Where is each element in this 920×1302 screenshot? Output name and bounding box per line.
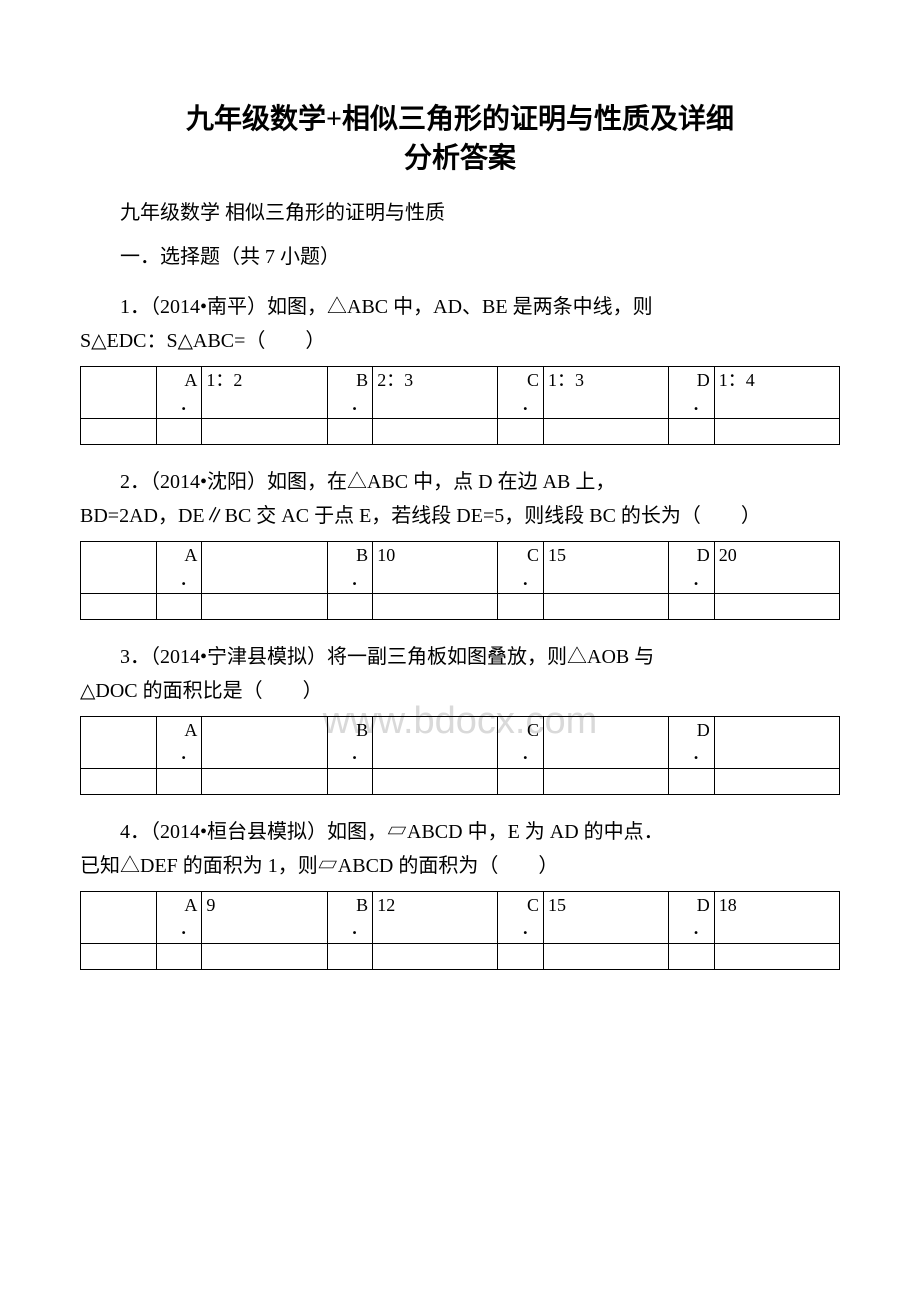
question-3-options: A． B． C． D． <box>80 716 840 795</box>
option-c-value: 15 <box>543 891 668 943</box>
question-4-line1: 4．（2014•桓台县模拟）如图，▱ABCD 中，E 为 AD 的中点． <box>80 815 840 849</box>
option-b-value: 10 <box>373 542 498 594</box>
question-3: 3．（2014•宁津县模拟）将一副三角板如图叠放，则△AOB 与 △DOC 的面… <box>80 640 840 708</box>
section-heading: 一．选择题（共 7 小题） <box>80 242 840 272</box>
table-cell <box>81 716 157 768</box>
option-letter-d: D． <box>669 891 715 943</box>
option-c-value: 1：3 <box>543 367 668 419</box>
option-letter-d: D． <box>669 716 715 768</box>
question-2: 2．（2014•沈阳）如图，在△ABC 中，点 D 在边 AB 上， BD=2A… <box>80 465 840 533</box>
option-d-value <box>714 716 839 768</box>
option-letter-b: B． <box>327 542 373 594</box>
question-2-line1: 2．（2014•沈阳）如图，在△ABC 中，点 D 在边 AB 上， <box>80 465 840 499</box>
option-a-value: 9 <box>202 891 327 943</box>
option-d-value: 1：4 <box>714 367 839 419</box>
question-1-options: A． 1：2 B． 2：3 C． 1：3 D． 1：4 <box>80 366 840 445</box>
option-letter-c: C． <box>498 891 544 943</box>
question-4: 4．（2014•桓台县模拟）如图，▱ABCD 中，E 为 AD 的中点． 已知△… <box>80 815 840 883</box>
doc-title: 九年级数学+相似三角形的证明与性质及详细 分析答案 <box>80 100 840 178</box>
question-1: 1．（2014•南平）如图，△ABC 中，AD、BE 是两条中线，则 S△EDC… <box>80 290 840 358</box>
title-line-1: 九年级数学+相似三角形的证明与性质及详细 <box>186 104 734 135</box>
option-b-value <box>373 716 498 768</box>
title-line-2: 分析答案 <box>404 143 516 174</box>
question-2-options: A． B． 10 C． 15 D． 20 <box>80 541 840 620</box>
question-4-options: A． 9 B． 12 C． 15 D． 18 <box>80 891 840 970</box>
table-cell <box>81 891 157 943</box>
question-4-line2: 已知△DEF 的面积为 1，则▱ABCD 的面积为（ ） <box>80 849 840 883</box>
question-3-line1: 3．（2014•宁津县模拟）将一副三角板如图叠放，则△AOB 与 <box>80 640 840 674</box>
option-a-value <box>202 542 327 594</box>
option-d-value: 18 <box>714 891 839 943</box>
option-letter-a: A． <box>156 716 202 768</box>
table-cell <box>81 542 157 594</box>
option-letter-a: A． <box>156 891 202 943</box>
option-letter-b: B． <box>327 891 373 943</box>
question-3-line2: △DOC 的面积比是（ ） <box>80 674 840 708</box>
option-letter-d: D． <box>669 542 715 594</box>
option-a-value: 1：2 <box>202 367 327 419</box>
option-c-value: 15 <box>543 542 668 594</box>
option-d-value: 20 <box>714 542 839 594</box>
option-a-value <box>202 716 327 768</box>
option-letter-b: B． <box>327 716 373 768</box>
question-1-line2: S△EDC：S△ABC=（ ） <box>80 324 840 358</box>
option-letter-c: C． <box>498 367 544 419</box>
table-cell <box>81 367 157 419</box>
option-letter-c: C． <box>498 542 544 594</box>
option-letter-d: D． <box>669 367 715 419</box>
option-b-value: 12 <box>373 891 498 943</box>
option-letter-c: C． <box>498 716 544 768</box>
option-letter-b: B． <box>327 367 373 419</box>
option-b-value: 2：3 <box>373 367 498 419</box>
question-2-line2: BD=2AD，DE∥BC 交 AC 于点 E，若线段 DE=5，则线段 BC 的… <box>80 499 840 533</box>
option-c-value <box>543 716 668 768</box>
option-letter-a: A． <box>156 542 202 594</box>
doc-subtitle: 九年级数学 相似三角形的证明与性质 <box>80 198 840 228</box>
option-letter-a: A． <box>156 367 202 419</box>
question-1-line1: 1．（2014•南平）如图，△ABC 中，AD、BE 是两条中线，则 <box>80 290 840 324</box>
